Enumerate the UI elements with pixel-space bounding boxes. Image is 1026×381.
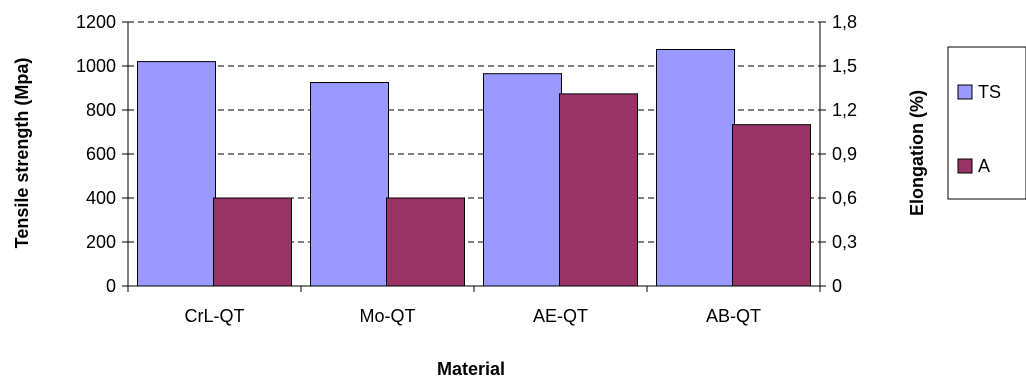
bar-ts-ab-qt bbox=[656, 49, 735, 287]
left-tick-label: 1200 bbox=[76, 12, 116, 32]
category-label: Mo-QT bbox=[360, 306, 416, 326]
right-tick-label: 1,8 bbox=[832, 12, 857, 32]
bar-ts-mo-qt bbox=[310, 82, 389, 287]
legend: TS A bbox=[947, 46, 1026, 200]
right-axis-ticks: 0 0,3 0,6 0,9 1,2 1,5 1,8 bbox=[820, 12, 857, 296]
bar-a-ab-qt bbox=[732, 124, 811, 287]
legend-label-ts: TS bbox=[978, 82, 1001, 102]
bar-a-crl-qt bbox=[213, 197, 292, 287]
legend-swatch-ts bbox=[957, 84, 973, 100]
bar-a-mo-qt bbox=[386, 197, 465, 287]
left-tick-label: 1000 bbox=[76, 56, 116, 76]
category-label: AB-QT bbox=[706, 306, 761, 326]
bar-a-ae-qt bbox=[559, 93, 638, 287]
right-tick-label: 0,9 bbox=[832, 144, 857, 164]
left-axis-title: Tensile strength (Mpa) bbox=[12, 58, 32, 249]
left-tick-label: 800 bbox=[86, 100, 116, 120]
right-tick-label: 0 bbox=[832, 276, 842, 296]
left-tick-label: 400 bbox=[86, 188, 116, 208]
right-tick-label: 1,2 bbox=[832, 100, 857, 120]
bars bbox=[137, 49, 811, 287]
right-tick-label: 1,5 bbox=[832, 56, 857, 76]
bar-ts-ae-qt bbox=[483, 73, 562, 287]
left-tick-label: 0 bbox=[106, 276, 116, 296]
right-axis-title: Elongation (%) bbox=[907, 90, 927, 216]
category-label: CrL-QT bbox=[185, 306, 245, 326]
left-tick-label: 200 bbox=[86, 232, 116, 252]
left-tick-label: 600 bbox=[86, 144, 116, 164]
legend-swatch-a bbox=[957, 158, 973, 174]
bar-ts-crl-qt bbox=[137, 61, 216, 287]
left-axis-ticks: 0 200 400 600 800 1000 1200 bbox=[76, 12, 128, 296]
x-axis-title: Material bbox=[437, 359, 505, 379]
right-tick-label: 0,6 bbox=[832, 188, 857, 208]
legend-label-a: A bbox=[978, 156, 990, 176]
category-labels: CrL-QT Mo-QT AE-QT AB-QT bbox=[127, 286, 821, 326]
category-label: AE-QT bbox=[533, 306, 588, 326]
right-tick-label: 0,3 bbox=[832, 232, 857, 252]
